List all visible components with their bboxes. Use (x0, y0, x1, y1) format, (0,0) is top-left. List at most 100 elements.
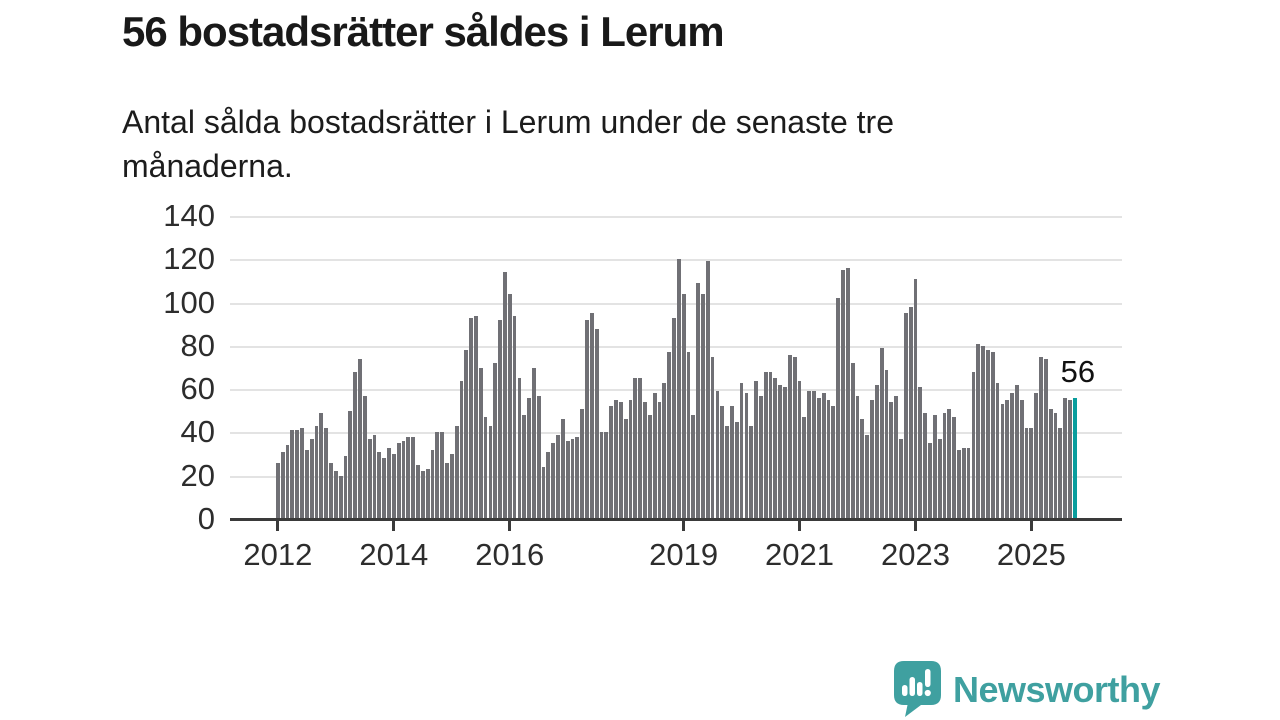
bar (942, 412, 947, 519)
bar (1034, 393, 1039, 519)
y-axis-label-80: 80 (180, 327, 215, 363)
bar (899, 438, 903, 519)
chart-subtitle: Antal sålda bostadsrätter i Lerum under … (122, 100, 894, 188)
bar (894, 395, 899, 519)
bar (503, 272, 507, 519)
bar (1043, 358, 1048, 519)
subtitle-line-1: Antal sålda bostadsrätter i Lerum under … (122, 104, 894, 140)
gridline-20 (230, 475, 1122, 478)
bar (841, 270, 845, 519)
bar (556, 434, 560, 519)
bar (551, 443, 556, 519)
bar (981, 345, 985, 519)
x-axis-label-2014: 2014 (359, 537, 429, 572)
x-axis-tick-2019 (682, 521, 686, 531)
bar (623, 419, 628, 519)
y-axis-label-140: 140 (163, 198, 215, 233)
bar (802, 417, 807, 519)
bar (971, 371, 976, 519)
bar (686, 352, 691, 519)
bar (527, 397, 531, 519)
bar (662, 382, 667, 519)
bar (445, 462, 449, 519)
bar (918, 386, 923, 519)
bar (1068, 399, 1072, 519)
bar (594, 328, 599, 519)
bar (734, 421, 739, 519)
bar (474, 315, 478, 519)
bar (957, 449, 961, 519)
bar (715, 391, 720, 519)
bar (420, 471, 425, 519)
x-axis-tick-2012 (276, 521, 280, 531)
y-axis-label-60: 60 (180, 371, 215, 407)
bar-chart-plot-area (230, 216, 1122, 520)
bar (488, 425, 493, 519)
bar (372, 434, 377, 519)
bar (416, 464, 420, 519)
bar (643, 402, 647, 519)
bar (406, 436, 411, 519)
bar (440, 432, 445, 519)
bar (792, 356, 797, 519)
bar (812, 391, 816, 519)
x-axis-line (230, 518, 1122, 521)
bar (874, 384, 879, 519)
bar (358, 358, 362, 519)
bar (1039, 356, 1043, 519)
bar (633, 378, 638, 519)
bar (1005, 399, 1010, 519)
bar (536, 395, 541, 519)
bar (604, 432, 609, 519)
bar (995, 382, 1000, 519)
bar (362, 395, 367, 519)
bar (961, 447, 966, 519)
bar (614, 399, 618, 519)
bar (507, 293, 512, 519)
bar (730, 406, 734, 519)
bar (435, 432, 440, 519)
gridline-140 (230, 216, 1122, 218)
bar (773, 378, 778, 519)
bar (744, 393, 749, 519)
bar (449, 454, 454, 519)
bar (1024, 428, 1029, 519)
bar (329, 462, 333, 519)
x-axis-label-2012: 2012 (243, 537, 313, 572)
bar (638, 378, 643, 519)
bar (324, 428, 329, 519)
bar (768, 371, 773, 519)
bar (387, 447, 391, 519)
bar (986, 350, 990, 519)
bar (807, 391, 812, 519)
bar (570, 438, 575, 519)
bar (1029, 428, 1034, 519)
bar (300, 428, 304, 519)
bar (599, 432, 604, 519)
bar (701, 293, 705, 519)
bar (382, 458, 387, 519)
bar (884, 369, 889, 519)
bar (705, 261, 710, 519)
bar (353, 371, 358, 519)
gridline-40 (230, 432, 1122, 435)
bar (937, 438, 942, 519)
bar (889, 402, 894, 519)
bar (913, 278, 918, 519)
bar (348, 410, 353, 519)
y-axis-label-20: 20 (180, 457, 215, 493)
bar (657, 402, 662, 519)
bar (546, 451, 551, 519)
bar (947, 408, 952, 519)
bar (464, 350, 469, 519)
bar (589, 313, 594, 519)
bar (923, 412, 928, 519)
bar (932, 415, 937, 519)
bar (759, 395, 763, 519)
bar (343, 456, 348, 519)
bar (826, 399, 831, 519)
bar (672, 317, 676, 519)
x-axis-label-2016: 2016 (475, 537, 545, 572)
bar (276, 462, 280, 519)
